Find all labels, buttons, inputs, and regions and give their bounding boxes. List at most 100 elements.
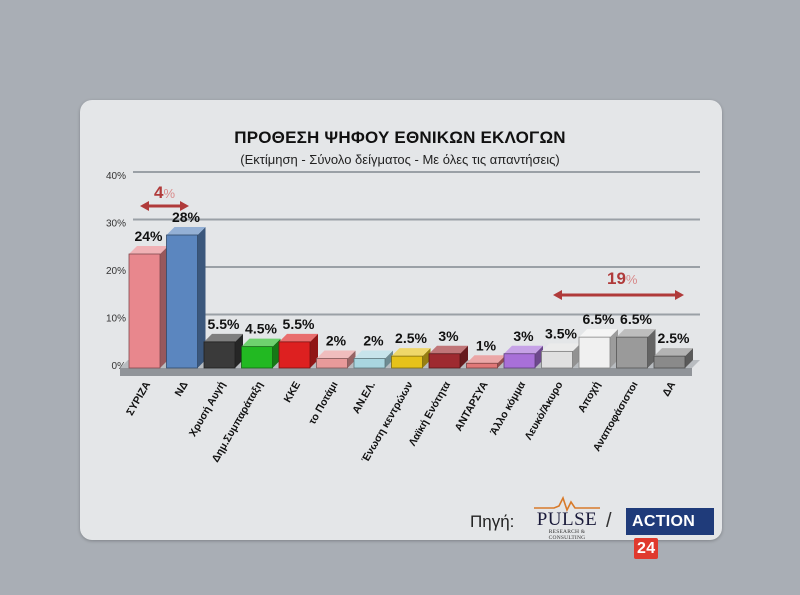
- bar-side: [385, 350, 393, 368]
- bar: [241, 346, 273, 369]
- data-label: 3.5%: [545, 325, 577, 341]
- x-tick-label: Λαϊκή Ενότητα: [406, 379, 453, 448]
- x-tick-label: Αποχή: [576, 380, 603, 415]
- chart-floor-front: [120, 368, 692, 376]
- bar-side: [160, 246, 168, 368]
- logo-separator: /: [606, 510, 612, 532]
- gap-left-value: 4: [154, 183, 164, 202]
- x-tick-label: Λευκό/Άκυρο: [523, 380, 566, 443]
- gap-arrow-right-head-left: [553, 290, 562, 300]
- data-label: 6.5%: [620, 311, 652, 327]
- bar-top: [354, 350, 393, 359]
- bar-top: [279, 333, 318, 342]
- data-label: 2%: [326, 333, 347, 349]
- bar-top: [391, 348, 431, 357]
- bar-side: [197, 227, 206, 368]
- bar-top: [204, 333, 243, 342]
- gap-left-label: 4%: [154, 183, 175, 202]
- pulse-name: PULSE: [536, 509, 598, 530]
- gap-arrow-right-head-right: [675, 290, 684, 300]
- bar-top: [129, 246, 168, 254]
- bar-side: [685, 348, 693, 368]
- x-tick-label: ΚΚΕ: [282, 380, 303, 405]
- bar: [541, 350, 573, 369]
- data-label: 5.5%: [283, 316, 315, 332]
- y-tick-label: 0%: [112, 361, 127, 372]
- data-label: 3%: [438, 328, 459, 344]
- gap-right-label: 19%: [607, 269, 638, 288]
- data-label: 1%: [476, 337, 497, 353]
- bar: [203, 341, 236, 369]
- bar-top: [241, 338, 281, 347]
- y-tick-label: 10%: [106, 314, 126, 325]
- bar: [278, 341, 311, 369]
- bar: [616, 336, 648, 369]
- bar: [428, 353, 461, 369]
- pulse-logo: PULSE RESEARCH & CONSULTING: [532, 494, 602, 541]
- bar-top: [466, 355, 506, 364]
- bar-side: [347, 350, 356, 368]
- gap-right-unit: %: [626, 272, 638, 287]
- bar: [353, 358, 386, 369]
- bar-top: [429, 345, 468, 354]
- x-tick-label: ΑΝΤΑΡΣΥΑ: [453, 379, 491, 433]
- data-label: 3%: [513, 328, 534, 344]
- bar-top: [541, 343, 581, 352]
- x-tick-label: ΑΝ.ΕΛ.: [350, 379, 378, 415]
- bar-side: [610, 329, 618, 368]
- data-label: 2.5%: [395, 330, 427, 346]
- bar-side: [647, 329, 656, 368]
- y-tick-label: 20%: [106, 266, 126, 277]
- data-label: 2.5%: [658, 330, 690, 346]
- bar: [653, 355, 686, 369]
- y-tick-label: 30%: [106, 219, 126, 230]
- bar-side: [235, 333, 243, 368]
- bar: [466, 362, 498, 369]
- bar-side: [572, 343, 581, 368]
- chart-subtitle: (Εκτίμηση - Σύνολο δείγματος - Με όλες τ…: [240, 152, 560, 167]
- x-tick-label: ΣΥΡΙΖΑ: [124, 379, 153, 418]
- chart-title: ΠΡΟΘΕΣΗ ΨΗΦΟΥ ΕΘΝΙΚΩΝ ΕΚΛΟΓΩΝ: [234, 128, 566, 147]
- action-num: 24: [634, 538, 659, 559]
- x-tick-label: ΔΑ: [660, 379, 678, 398]
- bar-top: [316, 350, 356, 359]
- action24-logo: ACTION 24: [626, 508, 714, 559]
- bar-top: [654, 348, 693, 357]
- gap-arrow-left-head-right: [180, 201, 189, 211]
- bar-side: [272, 338, 281, 368]
- gap-arrow-left-head-left: [140, 201, 149, 211]
- x-tick-label: Χρυσή Αυγή: [187, 380, 228, 439]
- data-label: 4.5%: [245, 321, 277, 337]
- bar-side: [535, 345, 543, 368]
- bar: [128, 253, 161, 369]
- bar-top: [579, 329, 618, 338]
- bar: [316, 358, 348, 369]
- bar-side: [497, 355, 506, 368]
- x-tick-label: ΝΔ: [173, 379, 191, 398]
- bar: [391, 355, 423, 369]
- x-tick-label: το Ποτάμι: [306, 379, 340, 426]
- y-tick-label: 40%: [106, 171, 126, 182]
- bar: [166, 234, 198, 369]
- bar-side: [422, 348, 431, 368]
- gap-right-value: 19: [607, 269, 626, 288]
- action-text: ACTION: [632, 513, 696, 530]
- pulse-sub: RESEARCH & CONSULTING: [548, 529, 586, 541]
- bar-side: [460, 345, 468, 368]
- data-label: 5.5%: [208, 316, 240, 332]
- bar: [578, 336, 611, 369]
- bar-top: [166, 227, 206, 235]
- data-label: 2%: [363, 333, 384, 349]
- bar-top: [616, 329, 656, 338]
- data-label: 24%: [134, 228, 163, 244]
- bar: [503, 353, 536, 369]
- data-label: 28%: [172, 209, 201, 225]
- x-tick-label: Άλλο κόμμα: [488, 379, 529, 437]
- pulse-wave-icon: [534, 495, 600, 512]
- bar-top: [504, 345, 543, 354]
- data-label: 6.5%: [583, 311, 615, 327]
- gap-left-unit: %: [163, 186, 175, 201]
- bar-side: [310, 333, 318, 368]
- source-label: Πηγή:: [470, 512, 515, 531]
